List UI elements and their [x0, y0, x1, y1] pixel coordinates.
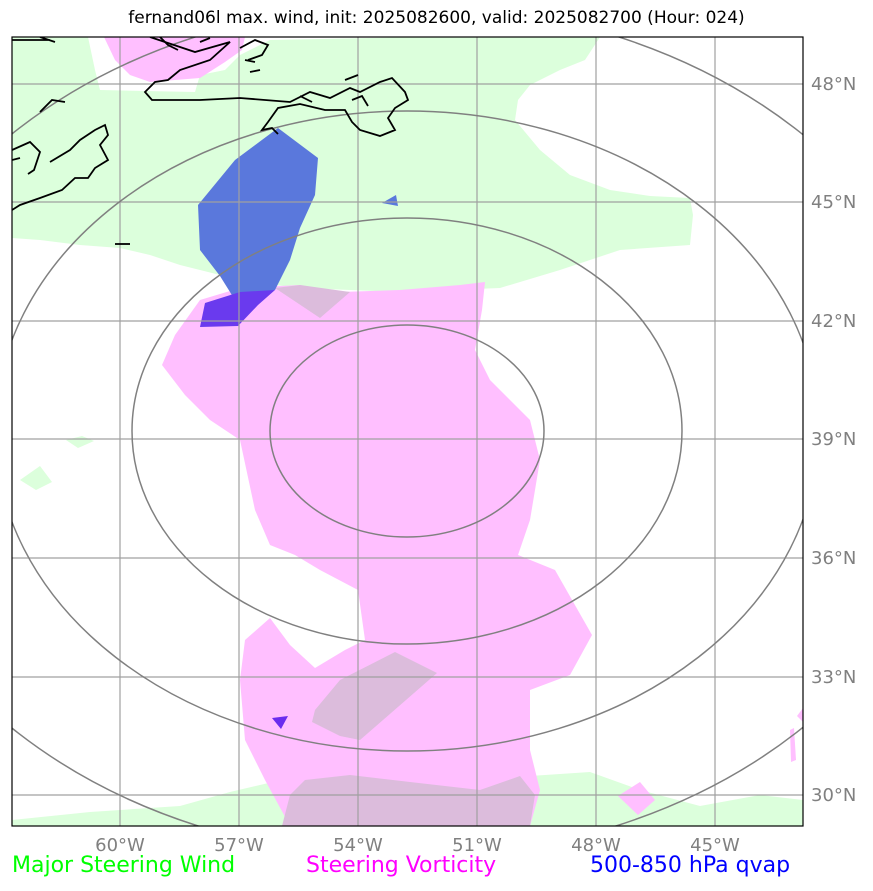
lat-tick-label: 39°N — [811, 429, 856, 450]
plot-frame — [11, 36, 804, 827]
longitude-grid — [119, 37, 716, 826]
steering-vorticity-region — [104, 37, 803, 826]
lon-tick-label: 51°W — [452, 835, 502, 856]
legend-qvap: 500-850 hPa qvap — [590, 853, 791, 878]
lon-tick-label: 48°W — [571, 835, 621, 856]
lat-tick-label: 36°N — [811, 548, 856, 569]
coastline — [12, 37, 410, 245]
lat-tick-label: 33°N — [811, 667, 856, 688]
lon-tick-label: 54°W — [333, 835, 383, 856]
latitude-tick-labels: 48°N 45°N 42°N 39°N 36°N 33°N 30°N — [811, 74, 856, 806]
range-ring-2 — [131, 217, 683, 645]
lon-tick-label: 60°W — [95, 835, 145, 856]
lat-tick-label: 30°N — [811, 785, 856, 806]
range-ring-3 — [12, 110, 803, 752]
lat-tick-label: 42°N — [811, 311, 856, 332]
lon-tick-label: 57°W — [214, 835, 264, 856]
legend-steering-wind: Major Steering Wind — [12, 853, 236, 878]
longitude-tick-labels: 60°W 57°W 54°W 51°W 48°W 45°W — [95, 835, 740, 856]
legend-steering-vorticity: Steering Vorticity — [306, 853, 497, 878]
lat-tick-label: 45°N — [811, 192, 856, 213]
overlap-region — [275, 285, 535, 826]
latitude-grid — [12, 83, 803, 796]
qvap-region — [198, 128, 398, 729]
map-title: fernand06l max. wind, init: 2025082600, … — [128, 8, 745, 28]
range-rings — [12, 37, 803, 826]
lon-tick-label: 45°W — [690, 835, 740, 856]
map-area — [12, 37, 803, 826]
lat-tick-label: 48°N — [811, 74, 856, 95]
range-ring-1 — [269, 324, 545, 538]
